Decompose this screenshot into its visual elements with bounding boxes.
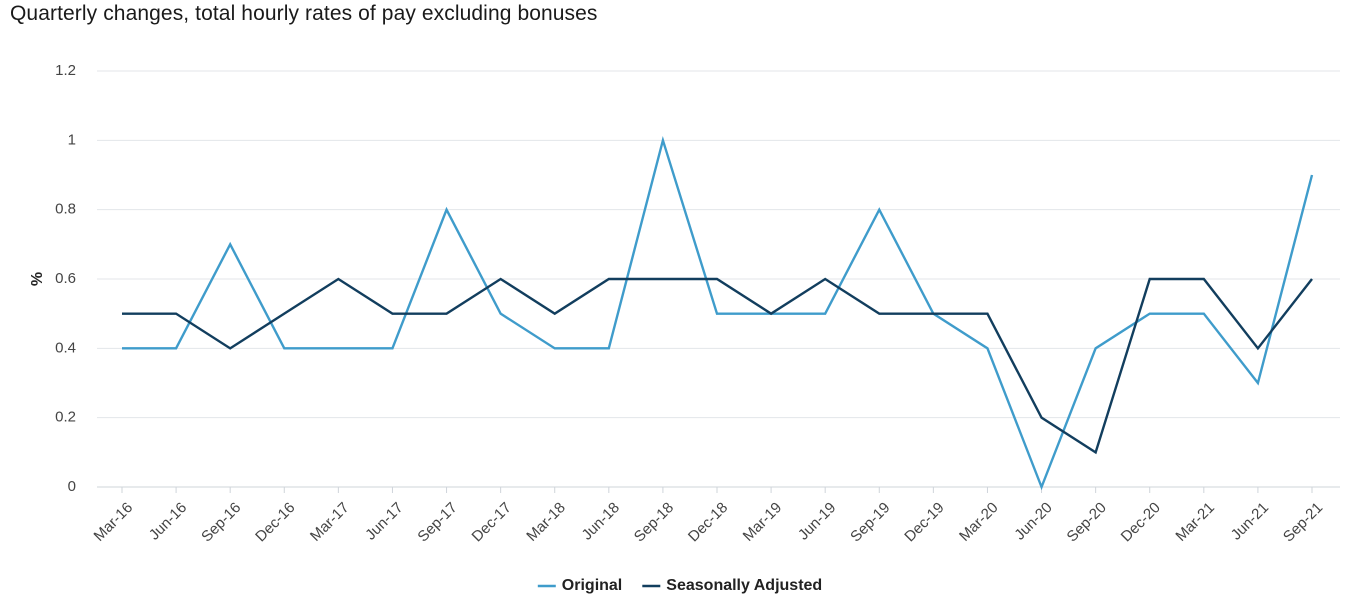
y-axis-ticks: 0 0.2 0.4 0.6 0.8 1 1.2	[55, 62, 76, 495]
legend-item[interactable]: Seasonally Adjusted	[642, 577, 822, 594]
x-tick-label: Mar-16	[91, 499, 137, 545]
x-tick-label: Mar-19	[740, 499, 786, 545]
series-line-seasonally-adjusted	[122, 277, 1313, 455]
x-tick-label: Mar-21	[1172, 499, 1218, 545]
x-tick-label: Dec-20	[1118, 499, 1164, 545]
x-tick-label: Jun-20	[1011, 499, 1055, 543]
x-tick-label: Dec-17	[469, 499, 515, 545]
x-tick-label: Jun-19	[795, 499, 839, 543]
y-tick-label: 0.2	[55, 409, 76, 426]
x-tick-label: Mar-20	[956, 499, 1002, 545]
y-tick-label: 1	[68, 131, 76, 148]
x-tick-label: Dec-19	[901, 499, 947, 545]
y-tick-label: 0.6	[55, 270, 76, 287]
x-tick-label: Mar-17	[307, 499, 353, 545]
x-tick-label: Mar-18	[523, 499, 569, 545]
x-tick-label: Sep-21	[1280, 499, 1326, 545]
y-tick-label: 0.4	[55, 339, 76, 356]
x-tick-label: Jun-21	[1228, 499, 1272, 543]
x-tick-label: Sep-20	[1064, 499, 1110, 545]
x-tick-label: Dec-18	[685, 499, 731, 545]
series-lines	[122, 135, 1314, 491]
legend-label: Original	[562, 577, 622, 594]
y-tick-label: 0.8	[55, 201, 76, 218]
x-tick-label: Dec-16	[252, 499, 298, 545]
legend-label: Seasonally Adjusted	[666, 577, 822, 594]
series-line-original	[122, 135, 1314, 491]
legend-item[interactable]: Original	[537, 577, 622, 594]
y-tick-label: 1.2	[55, 62, 76, 79]
y-tick-label: 0	[68, 478, 76, 495]
y-axis-title: %	[29, 272, 46, 286]
x-tick-label: Jun-18	[579, 499, 623, 543]
x-tick-label: Jun-17	[362, 499, 406, 543]
x-tick-label: Sep-19	[847, 499, 893, 545]
x-tick-label: Sep-17	[415, 499, 461, 545]
x-tick-label: Sep-18	[631, 499, 677, 545]
x-axis-ticks: Mar-16 Jun-16 Sep-16 Dec-16 Mar-17 Jun-17 Sep-…	[91, 487, 1326, 545]
x-tick-label: Sep-16	[198, 499, 244, 545]
x-tick-label: Jun-16	[146, 499, 190, 543]
legend: Original Seasonally Adjusted	[537, 577, 822, 594]
chart-title: Quarterly changes, total hourly rates of…	[10, 2, 598, 25]
